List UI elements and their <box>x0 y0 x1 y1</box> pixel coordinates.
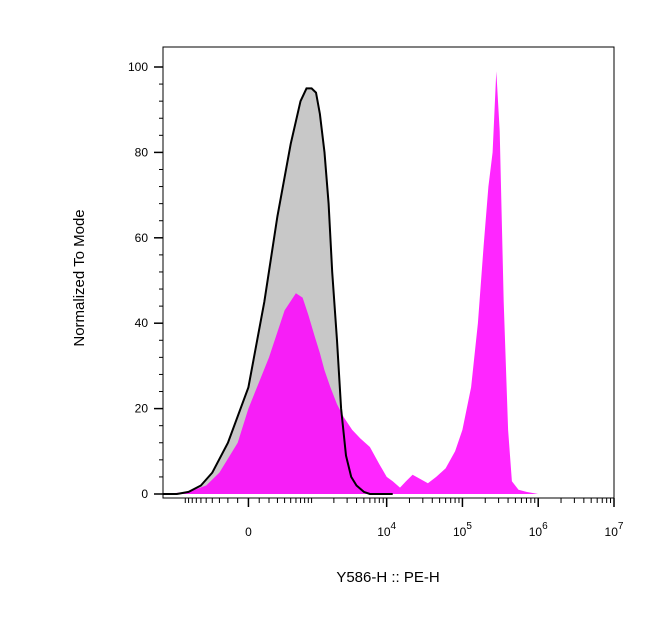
y-tick-label: 20 <box>135 402 149 416</box>
y-tick-label: 0 <box>141 487 148 501</box>
x-axis-title: Y586-H :: PE-H <box>336 569 439 586</box>
x-tick-label: 105 <box>453 521 472 539</box>
x-tick-label: 0 <box>245 525 252 539</box>
y-tick-label: 100 <box>128 60 148 74</box>
control-histogram-outline <box>163 87 393 495</box>
histogram-fills <box>163 71 614 495</box>
axes: 0 20 40 60 80 100 0 104 105 106 107 <box>128 60 624 539</box>
x-tick-label: 106 <box>529 521 548 539</box>
stained-histogram-fill <box>163 71 614 495</box>
control-histogram-fill <box>163 88 393 495</box>
plot-frame <box>162 46 615 499</box>
y-axis-title: Normalized To Mode <box>71 209 88 346</box>
y-tick-label: 80 <box>135 145 149 159</box>
x-tick-label: 107 <box>605 521 624 539</box>
x-tick-label: 104 <box>377 521 396 539</box>
y-tick-label: 60 <box>135 231 149 245</box>
y-tick-label: 40 <box>135 316 149 330</box>
